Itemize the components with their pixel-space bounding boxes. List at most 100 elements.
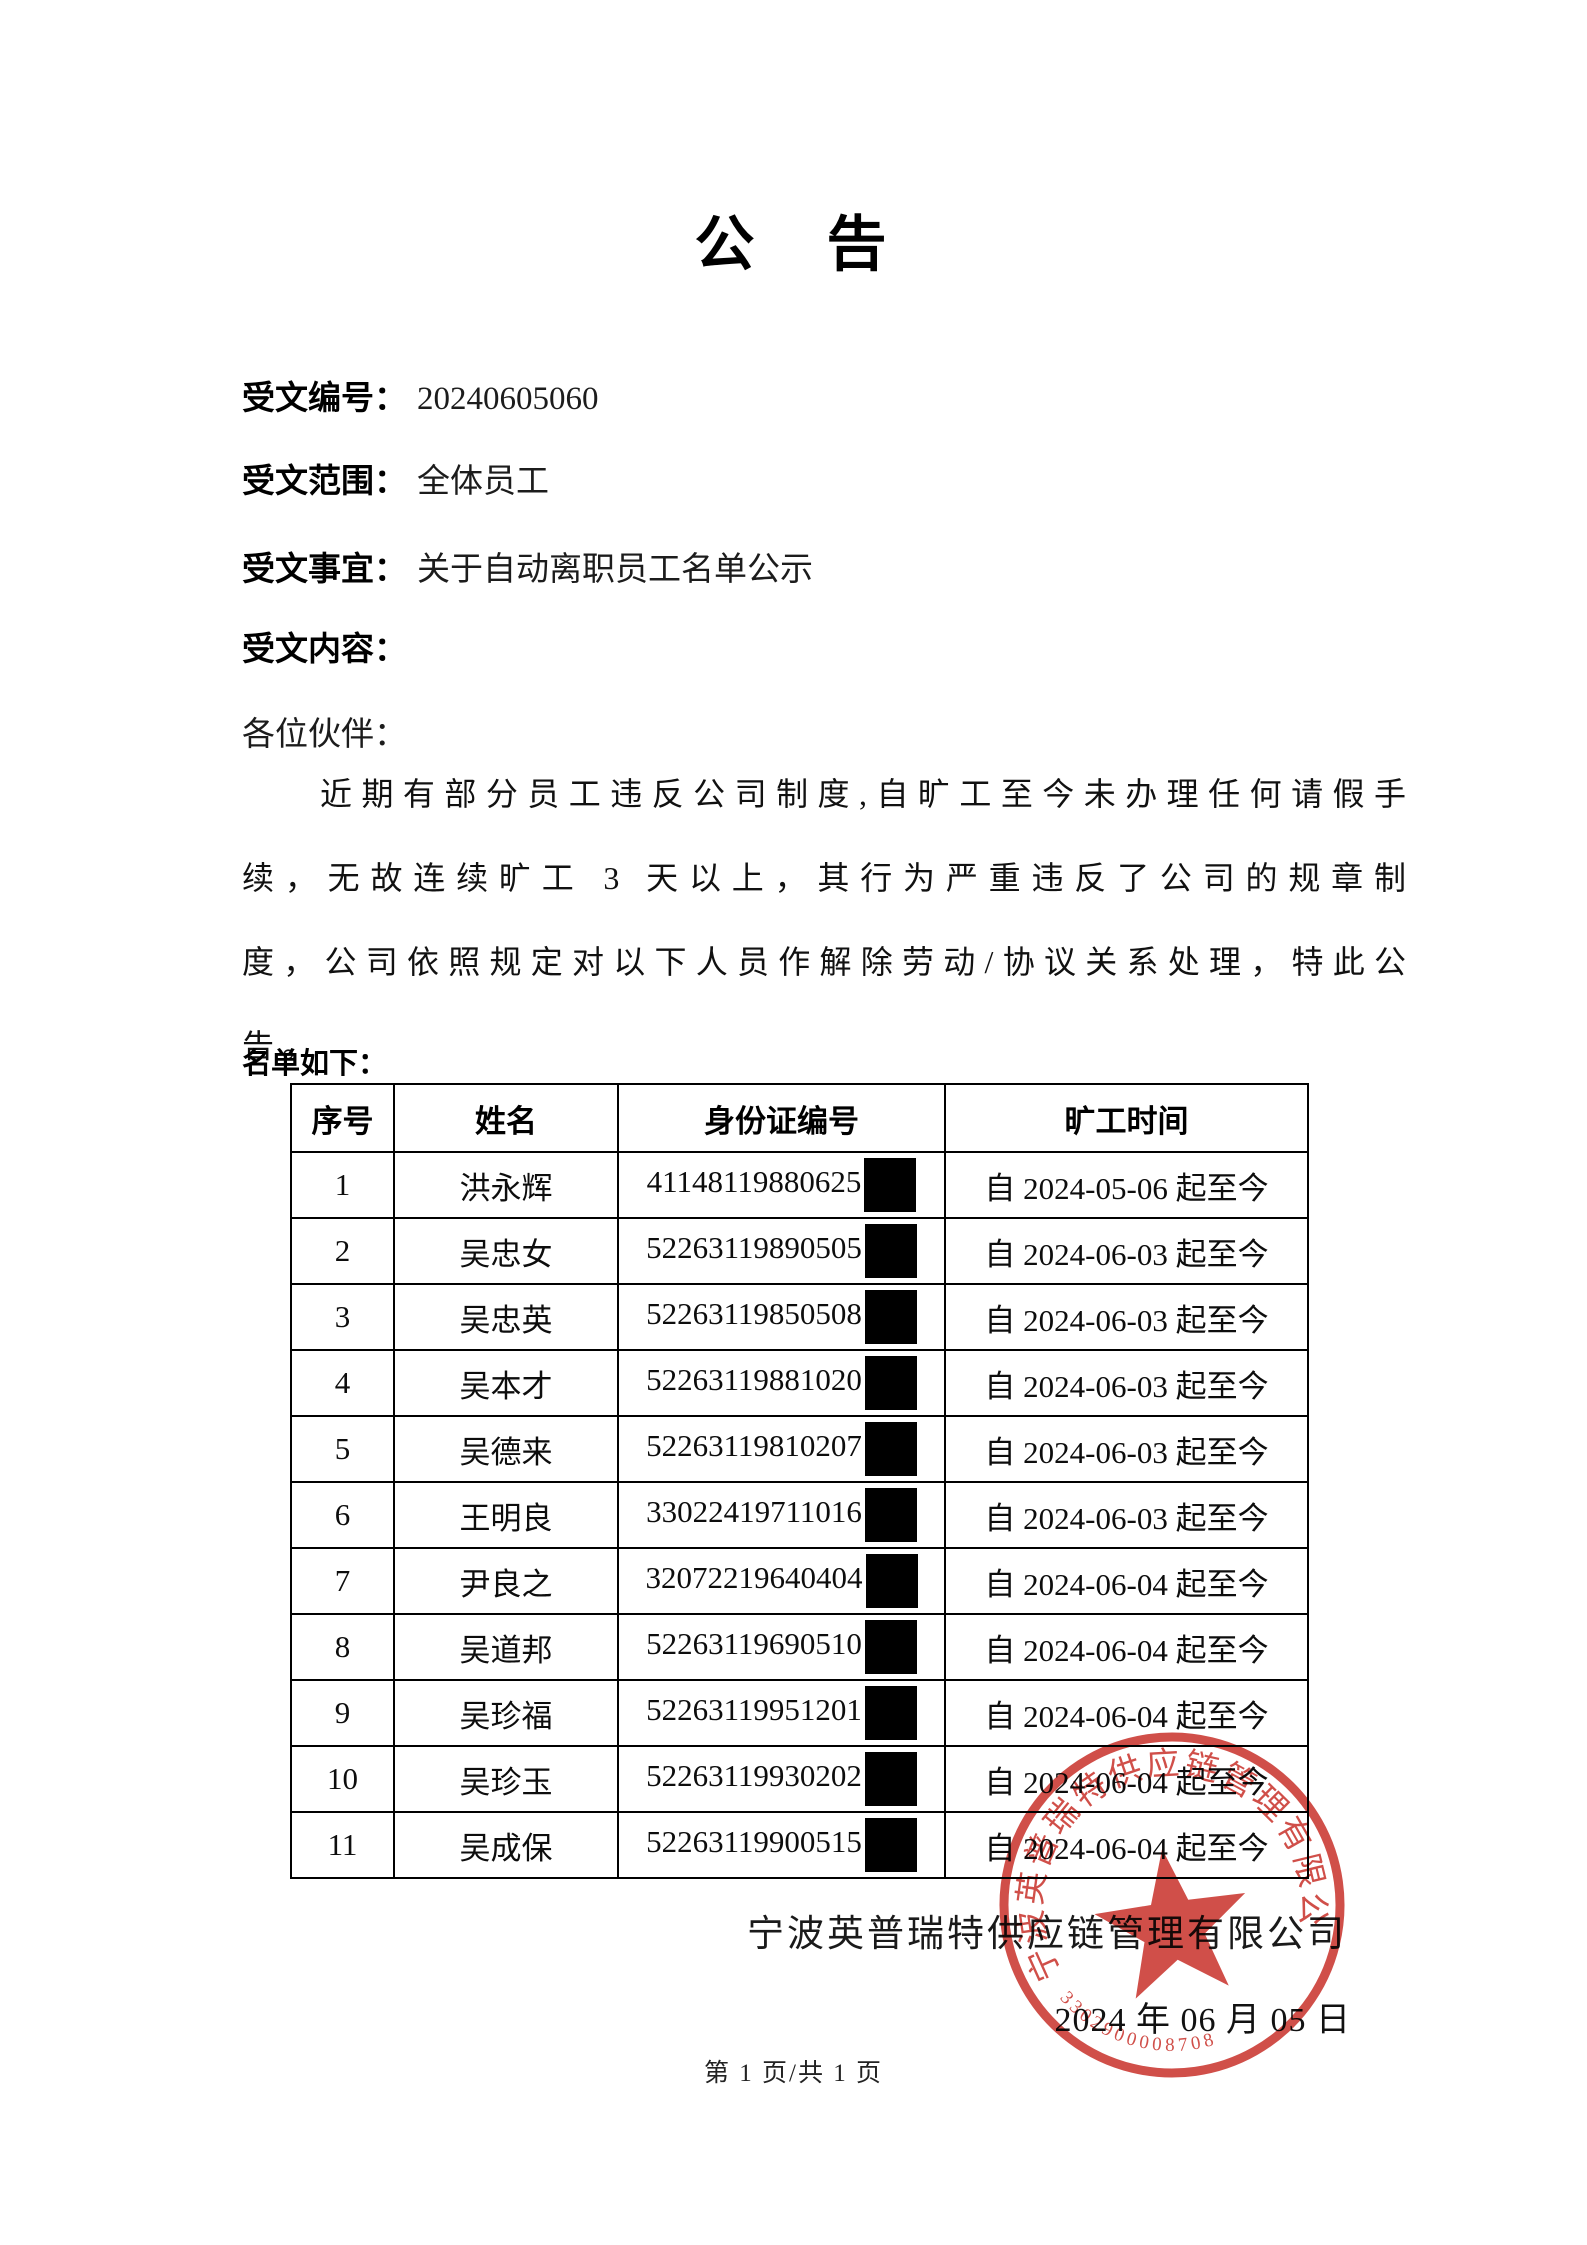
redacted-id-suffix bbox=[864, 1686, 917, 1740]
table-row: 4 吴本才 52263119881020 自 2024-06-03 起至今 bbox=[290, 1349, 1309, 1417]
cell-name: 洪永辉 bbox=[393, 1151, 619, 1219]
signature-date: 2024 年 06 月 05 日 bbox=[1054, 2002, 1351, 2039]
redacted-id-suffix bbox=[864, 1290, 917, 1344]
field-content: 受文内容： bbox=[242, 628, 417, 672]
cell-period: 自 2024-06-03 起至今 bbox=[944, 1217, 1309, 1285]
cell-name: 吴道邦 bbox=[393, 1613, 619, 1681]
cell-name: 吴德来 bbox=[393, 1415, 619, 1483]
id-prefix: 52263119881020 bbox=[646, 1362, 862, 1398]
redacted-id-suffix bbox=[865, 1554, 918, 1608]
field-scope-label: 受文范围： bbox=[242, 464, 407, 500]
cell-id: 52263119810207 bbox=[617, 1415, 946, 1483]
field-doc-number: 受文编号： 20240605060 bbox=[242, 377, 599, 421]
cell-period: 自 2024-06-03 起至今 bbox=[944, 1349, 1309, 1417]
id-prefix: 52263119951201 bbox=[646, 1692, 862, 1728]
field-doc-number-label: 受文编号： bbox=[242, 381, 407, 417]
cell-no: 11 bbox=[290, 1811, 395, 1879]
field-subject: 受文事宜： 关于自动离职员工名单公示 bbox=[242, 548, 813, 592]
cell-period: 自 2024-06-04 起至今 bbox=[944, 1811, 1309, 1879]
cell-name: 吴珍玉 bbox=[393, 1745, 619, 1813]
table-row: 5 吴德来 52263119810207 自 2024-06-03 起至今 bbox=[290, 1415, 1309, 1483]
redacted-id-suffix bbox=[864, 1752, 917, 1806]
cell-no: 10 bbox=[290, 1745, 395, 1813]
cell-id: 52263119930202 bbox=[617, 1745, 946, 1813]
cell-name: 吴成保 bbox=[393, 1811, 619, 1879]
table-row: 9 吴珍福 52263119951201 自 2024-06-04 起至今 bbox=[290, 1679, 1309, 1747]
cell-no: 6 bbox=[290, 1481, 395, 1549]
page-title: 公 告 bbox=[694, 212, 893, 278]
table-row: 6 王明良 33022419711016 自 2024-06-03 起至今 bbox=[290, 1481, 1309, 1549]
cell-period: 自 2024-06-04 起至今 bbox=[944, 1613, 1309, 1681]
id-prefix: 52263119850508 bbox=[646, 1296, 862, 1332]
table-row: 8 吴道邦 52263119690510 自 2024-06-04 起至今 bbox=[290, 1613, 1309, 1681]
cell-id: 52263119890505 bbox=[617, 1217, 946, 1285]
cell-id: 32072219640404 bbox=[617, 1547, 946, 1615]
cell-id: 52263119951201 bbox=[617, 1679, 946, 1747]
cell-period: 自 2024-06-03 起至今 bbox=[944, 1415, 1309, 1483]
page-number: 第 1 页/共 1 页 bbox=[704, 2060, 883, 2087]
cell-no: 1 bbox=[290, 1151, 395, 1219]
cell-no: 3 bbox=[290, 1283, 395, 1351]
cell-period: 自 2024-06-04 起至今 bbox=[944, 1547, 1309, 1615]
cell-id: 52263119900515 bbox=[617, 1811, 946, 1879]
id-prefix: 52263119810207 bbox=[646, 1428, 862, 1464]
redacted-id-suffix bbox=[864, 1356, 917, 1410]
id-prefix: 32072219640404 bbox=[645, 1560, 863, 1596]
cell-period: 自 2024-06-03 起至今 bbox=[944, 1481, 1309, 1549]
salutation: 各位伙伴： bbox=[242, 717, 407, 753]
cell-no: 4 bbox=[290, 1349, 395, 1417]
cell-no: 8 bbox=[290, 1613, 395, 1681]
table-row: 7 尹良之 32072219640404 自 2024-06-04 起至今 bbox=[290, 1547, 1309, 1615]
id-prefix: 41148119880625 bbox=[646, 1164, 862, 1200]
cell-name: 吴忠女 bbox=[393, 1217, 619, 1285]
table-header-row: 序号 姓名 身份证编号 旷工时间 bbox=[290, 1083, 1309, 1153]
cell-name: 吴本才 bbox=[393, 1349, 619, 1417]
cell-no: 7 bbox=[290, 1547, 395, 1615]
table-row: 1 洪永辉 41148119880625 自 2024-05-06 起至今 bbox=[290, 1151, 1309, 1219]
cell-no: 2 bbox=[290, 1217, 395, 1285]
cell-period: 自 2024-06-04 起至今 bbox=[944, 1745, 1309, 1813]
redacted-id-suffix bbox=[864, 1422, 917, 1476]
table-row: 2 吴忠女 52263119890505 自 2024-06-03 起至今 bbox=[290, 1217, 1309, 1285]
field-scope-value: 全体员工 bbox=[417, 464, 549, 500]
body-paragraph: 近期有部分员工违反公司制度,自旷工至今未办理任何请假手续，无故连续旷工 3 天以… bbox=[242, 776, 1414, 1064]
id-prefix: 52263119900515 bbox=[646, 1824, 862, 1860]
cell-id: 52263119850508 bbox=[617, 1283, 946, 1351]
field-content-label: 受文内容： bbox=[242, 632, 407, 668]
cell-id: 52263119881020 bbox=[617, 1349, 946, 1417]
id-prefix: 52263119890505 bbox=[646, 1230, 862, 1266]
cell-name: 尹良之 bbox=[393, 1547, 619, 1615]
cell-name: 吴珍福 bbox=[393, 1679, 619, 1747]
redacted-id-suffix bbox=[864, 1818, 917, 1872]
cell-no: 9 bbox=[290, 1679, 395, 1747]
field-doc-number-value: 20240605060 bbox=[417, 381, 599, 417]
cell-id: 52263119690510 bbox=[617, 1613, 946, 1681]
redacted-id-suffix bbox=[864, 1488, 917, 1542]
cell-period: 自 2024-05-06 起至今 bbox=[944, 1151, 1309, 1219]
field-scope: 受文范围： 全体员工 bbox=[242, 460, 549, 504]
id-prefix: 52263119930202 bbox=[646, 1758, 862, 1794]
table-row: 3 吴忠英 52263119850508 自 2024-06-03 起至今 bbox=[290, 1283, 1309, 1351]
cell-period: 自 2024-06-03 起至今 bbox=[944, 1283, 1309, 1351]
cell-no: 5 bbox=[290, 1415, 395, 1483]
id-prefix: 52263119690510 bbox=[646, 1626, 862, 1662]
cell-name: 王明良 bbox=[393, 1481, 619, 1549]
header-name: 姓名 bbox=[393, 1083, 619, 1153]
table-row: 11 吴成保 52263119900515 自 2024-06-04 起至今 bbox=[290, 1811, 1309, 1879]
cell-period: 自 2024-06-04 起至今 bbox=[944, 1679, 1309, 1747]
redacted-id-suffix bbox=[864, 1158, 917, 1212]
absentee-table: 序号 姓名 身份证编号 旷工时间 1 洪永辉 41148119880625 自 … bbox=[290, 1083, 1309, 1879]
signature-company: 宁波英普瑞特供应链管理有限公司 bbox=[747, 1914, 1347, 1955]
field-subject-label: 受文事宜： bbox=[242, 552, 407, 588]
id-prefix: 33022419711016 bbox=[646, 1494, 862, 1530]
header-period: 旷工时间 bbox=[944, 1083, 1309, 1153]
cell-id: 41148119880625 bbox=[617, 1151, 946, 1219]
field-subject-value: 关于自动离职员工名单公示 bbox=[417, 552, 813, 588]
redacted-id-suffix bbox=[864, 1620, 917, 1674]
cell-id: 33022419711016 bbox=[617, 1481, 946, 1549]
table-row: 10 吴珍玉 52263119930202 自 2024-06-04 起至今 bbox=[290, 1745, 1309, 1813]
redacted-id-suffix bbox=[864, 1224, 917, 1278]
header-no: 序号 bbox=[290, 1083, 395, 1153]
list-intro: 名单如下： bbox=[242, 1048, 388, 1080]
